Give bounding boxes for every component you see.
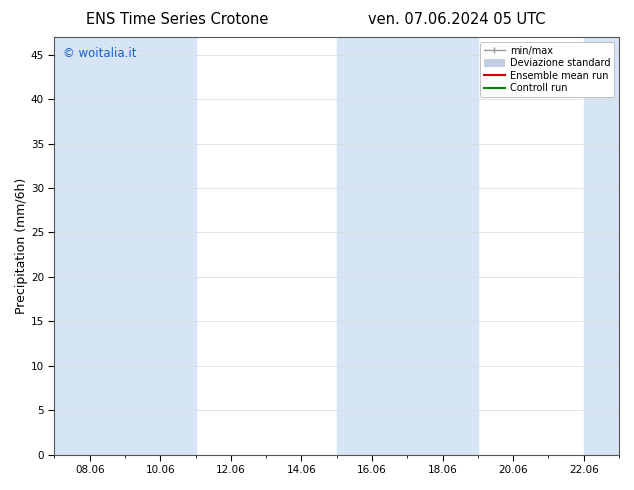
- Bar: [407, 37, 478, 455]
- Bar: [55, 37, 125, 455]
- Bar: [125, 37, 195, 455]
- Y-axis label: Precipitation (mm/6h): Precipitation (mm/6h): [15, 178, 28, 314]
- Bar: [337, 37, 407, 455]
- Bar: [584, 37, 619, 455]
- Legend: min/max, Deviazione standard, Ensemble mean run, Controll run: min/max, Deviazione standard, Ensemble m…: [479, 42, 614, 97]
- Text: ENS Time Series Crotone: ENS Time Series Crotone: [86, 12, 269, 27]
- Text: ven. 07.06.2024 05 UTC: ven. 07.06.2024 05 UTC: [368, 12, 545, 27]
- Text: © woitalia.it: © woitalia.it: [63, 48, 136, 60]
